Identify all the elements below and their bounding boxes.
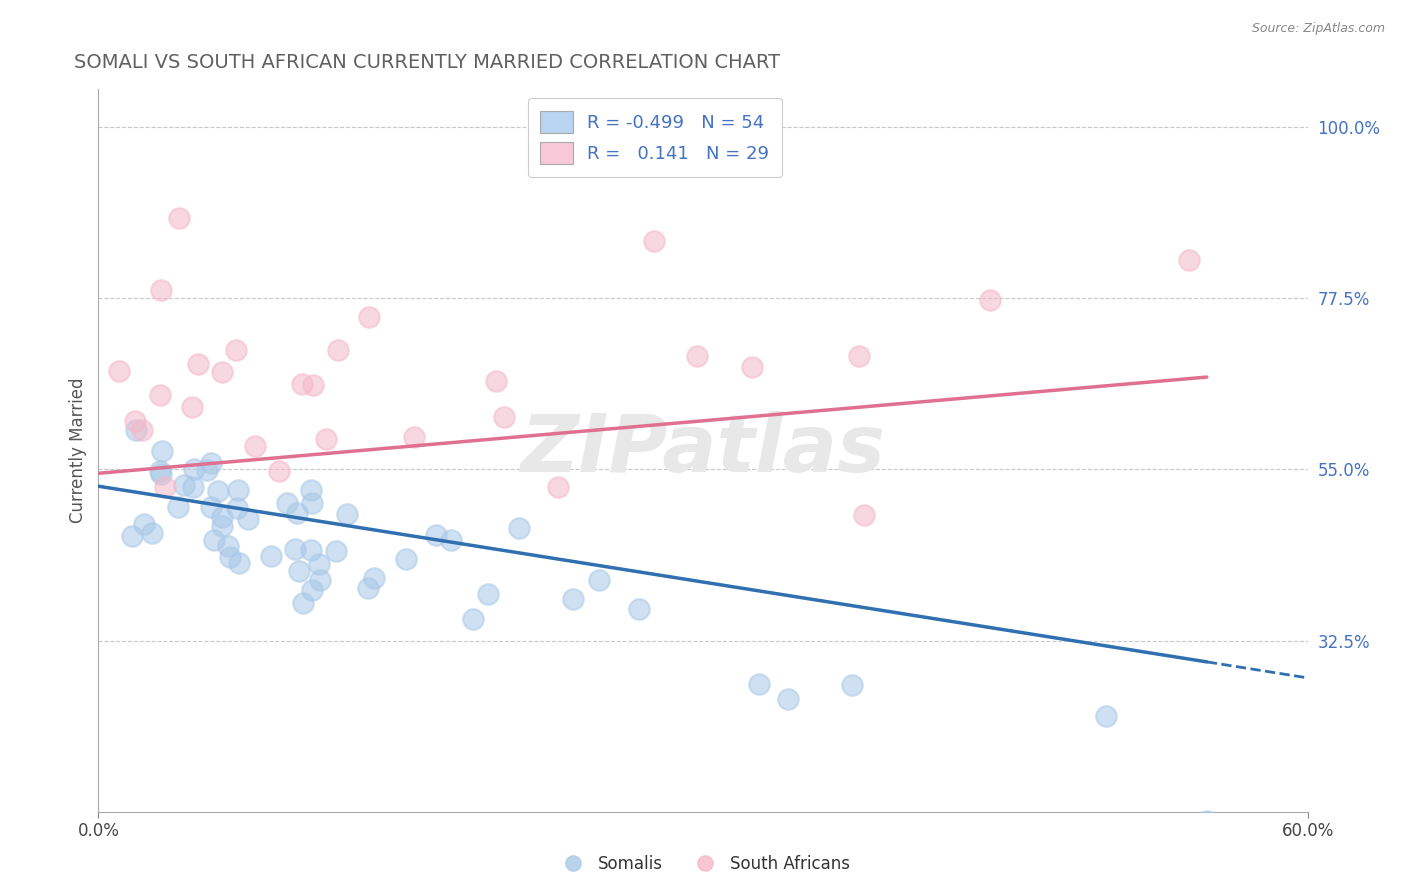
Point — [180, 400, 202, 414]
Point — [1178, 253, 1201, 268]
Point — [150, 444, 173, 458]
Point — [228, 556, 250, 570]
Point — [492, 410, 515, 425]
Point — [149, 467, 172, 481]
Point — [260, 549, 283, 564]
Point — [124, 414, 146, 428]
Point — [141, 526, 163, 541]
Point — [211, 519, 233, 533]
Text: Source: ZipAtlas.com: Source: ZipAtlas.com — [1251, 22, 1385, 36]
Point — [425, 528, 447, 542]
Point — [461, 612, 484, 626]
Point — [200, 456, 222, 470]
Point — [547, 480, 569, 494]
Point — [195, 462, 218, 476]
Point — [276, 496, 298, 510]
Point — [292, 596, 315, 610]
Point — [167, 500, 190, 514]
Point — [211, 365, 233, 379]
Point — [217, 539, 239, 553]
Point — [336, 507, 359, 521]
Point — [356, 581, 378, 595]
Point — [131, 423, 153, 437]
Point — [219, 550, 242, 565]
Point — [741, 359, 763, 374]
Point — [134, 516, 156, 531]
Point — [776, 692, 799, 706]
Point — [440, 533, 463, 547]
Point — [187, 357, 209, 371]
Point — [284, 541, 307, 556]
Point — [853, 508, 876, 522]
Point — [979, 293, 1001, 308]
Point — [686, 349, 709, 363]
Text: ZIPatlas: ZIPatlas — [520, 411, 886, 490]
Point — [200, 500, 222, 514]
Point — [1195, 814, 1218, 828]
Point — [363, 571, 385, 585]
Point — [508, 521, 530, 535]
Point — [155, 480, 177, 494]
Point — [287, 506, 309, 520]
Point — [167, 211, 190, 226]
Point — [267, 463, 290, 477]
Point — [225, 343, 247, 357]
Point — [107, 364, 129, 378]
Legend: R = -0.499   N = 54, R =   0.141   N = 29: R = -0.499 N = 54, R = 0.141 N = 29 — [527, 98, 782, 177]
Point — [357, 310, 380, 325]
Point — [326, 343, 349, 357]
Point — [588, 573, 610, 587]
Point — [841, 678, 863, 692]
Text: SOMALI VS SOUTH AFRICAN CURRENTLY MARRIED CORRELATION CHART: SOMALI VS SOUTH AFRICAN CURRENTLY MARRIE… — [75, 54, 780, 72]
Point — [202, 533, 225, 548]
Point — [485, 374, 508, 388]
Point — [243, 439, 266, 453]
Point — [848, 349, 870, 363]
Point — [748, 676, 770, 690]
Point — [226, 483, 249, 497]
Point — [1095, 709, 1118, 723]
Point — [404, 430, 426, 444]
Point — [287, 564, 309, 578]
Point — [149, 464, 172, 478]
Point — [301, 495, 323, 509]
Point — [291, 377, 314, 392]
Point — [226, 501, 249, 516]
Point — [315, 432, 337, 446]
Point — [149, 388, 172, 402]
Point — [308, 557, 330, 571]
Point — [211, 510, 233, 524]
Point — [309, 573, 332, 587]
Point — [561, 592, 583, 607]
Y-axis label: Currently Married: Currently Married — [69, 377, 87, 524]
Legend: Somalis, South Africans: Somalis, South Africans — [550, 848, 856, 880]
Point — [125, 423, 148, 437]
Point — [121, 529, 143, 543]
Point — [183, 462, 205, 476]
Point — [643, 235, 665, 249]
Point — [299, 543, 322, 558]
Point — [302, 377, 325, 392]
Point — [477, 587, 499, 601]
Point — [236, 512, 259, 526]
Point — [149, 283, 172, 297]
Point — [325, 543, 347, 558]
Point — [207, 483, 229, 498]
Point — [173, 478, 195, 492]
Point — [627, 602, 650, 616]
Point — [395, 552, 418, 566]
Point — [301, 582, 323, 597]
Point — [299, 483, 322, 497]
Point — [181, 480, 204, 494]
